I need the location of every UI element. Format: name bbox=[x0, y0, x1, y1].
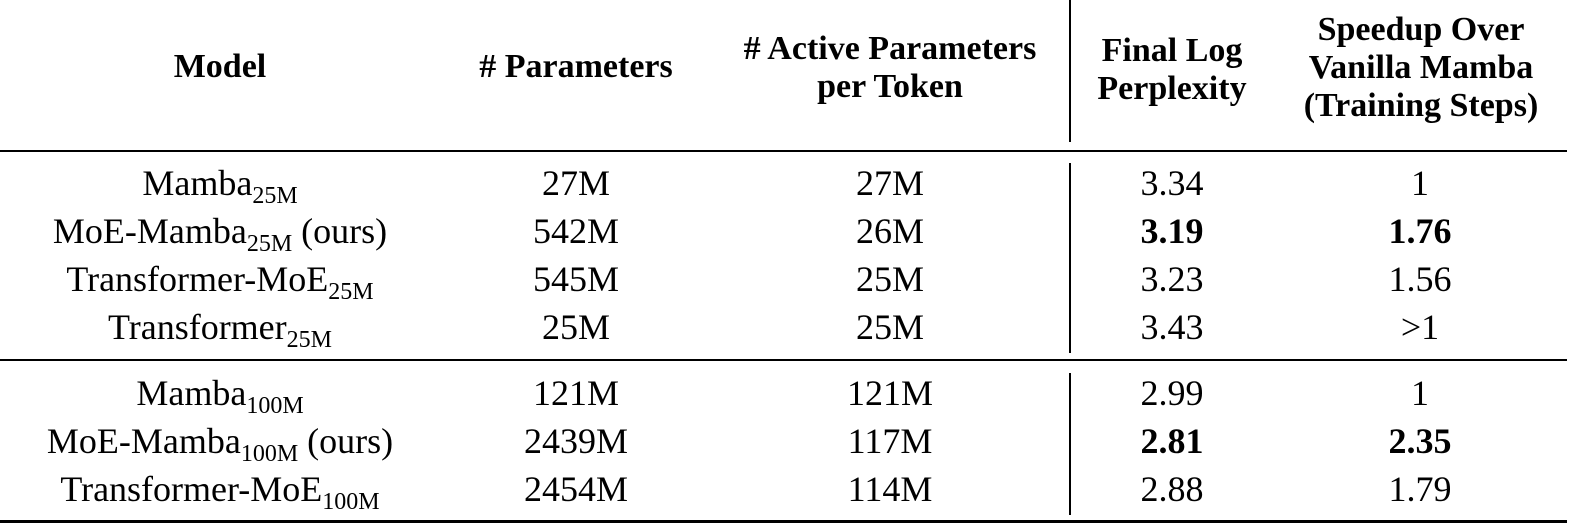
perplexity-cell: 3.23 bbox=[1140, 259, 1204, 299]
speedup-cell: 1 bbox=[1411, 373, 1429, 413]
header-active-line2: per Token bbox=[817, 68, 963, 105]
params-cell: 25M bbox=[541, 307, 610, 347]
table-bottom-rule bbox=[0, 520, 1567, 523]
active-cell: 25M bbox=[855, 307, 924, 347]
perplexity-cell: 3.34 bbox=[1140, 163, 1204, 203]
speedup-cell: 1 bbox=[1411, 163, 1429, 203]
header-active-line1: # Active Parameters bbox=[743, 30, 1037, 67]
model-cell: MoE-Mamba100M (ours) bbox=[46, 421, 394, 467]
header-params: # Parameters bbox=[426, 48, 726, 86]
group2-vertical-divider bbox=[1069, 373, 1071, 515]
perplexity-cell-best: 3.19 bbox=[1140, 211, 1204, 251]
active-cell: 25M bbox=[855, 259, 924, 299]
header-model: Model bbox=[70, 48, 370, 86]
header-vertical-divider bbox=[1069, 0, 1071, 142]
active-cell: 114M bbox=[847, 469, 933, 509]
header-ppl-line1: Final Log bbox=[1101, 32, 1243, 69]
model-cell: Transformer25M bbox=[108, 307, 332, 353]
header-speed-line1: Speedup Over bbox=[1317, 11, 1525, 48]
params-cell: 2439M bbox=[523, 421, 628, 461]
params-cell: 2454M bbox=[523, 469, 628, 509]
header-params-label: # Parameters bbox=[479, 48, 673, 85]
group1-vertical-divider bbox=[1069, 163, 1071, 353]
speedup-cell-best: 2.35 bbox=[1388, 421, 1452, 461]
header-model-label: Model bbox=[173, 48, 267, 85]
params-cell: 121M bbox=[532, 373, 619, 413]
model-cell: Mamba100M bbox=[136, 373, 304, 419]
model-cell: Mamba25M bbox=[142, 163, 298, 209]
header-bottom-rule bbox=[0, 150, 1567, 152]
model-cell: Transformer-MoE25M bbox=[66, 259, 374, 305]
speedup-cell-best: 1.76 bbox=[1388, 211, 1452, 251]
model-cell: Transformer-MoE100M bbox=[60, 469, 380, 515]
active-cell: 117M bbox=[847, 421, 933, 461]
params-cell: 542M bbox=[532, 211, 619, 251]
header-perplexity: Final Log Perplexity bbox=[1072, 32, 1272, 108]
speedup-cell: 1.79 bbox=[1388, 469, 1452, 509]
perplexity-cell: 2.88 bbox=[1140, 469, 1204, 509]
header-active-params: # Active Parameters per Token bbox=[720, 30, 1060, 106]
header-ppl-line2: Perplexity bbox=[1097, 70, 1247, 107]
model-cell: MoE-Mamba25M (ours) bbox=[52, 211, 388, 257]
header-speedup: Speedup Over Vanilla Mamba (Training Ste… bbox=[1280, 11, 1562, 125]
params-cell: 27M bbox=[541, 163, 610, 203]
header-speed-line3: (Training Steps) bbox=[1303, 87, 1539, 124]
speedup-cell: 1.56 bbox=[1388, 259, 1452, 299]
header-speed-line2: Vanilla Mamba bbox=[1308, 49, 1534, 86]
perplexity-cell: 2.99 bbox=[1140, 373, 1204, 413]
active-cell: 121M bbox=[846, 373, 933, 413]
perplexity-cell-best: 2.81 bbox=[1140, 421, 1204, 461]
speedup-cell: >1 bbox=[1400, 307, 1440, 347]
params-cell: 545M bbox=[532, 259, 619, 299]
group-separator-rule bbox=[0, 359, 1567, 361]
active-cell: 26M bbox=[855, 211, 924, 251]
active-cell: 27M bbox=[855, 163, 924, 203]
perplexity-cell: 3.43 bbox=[1140, 307, 1204, 347]
